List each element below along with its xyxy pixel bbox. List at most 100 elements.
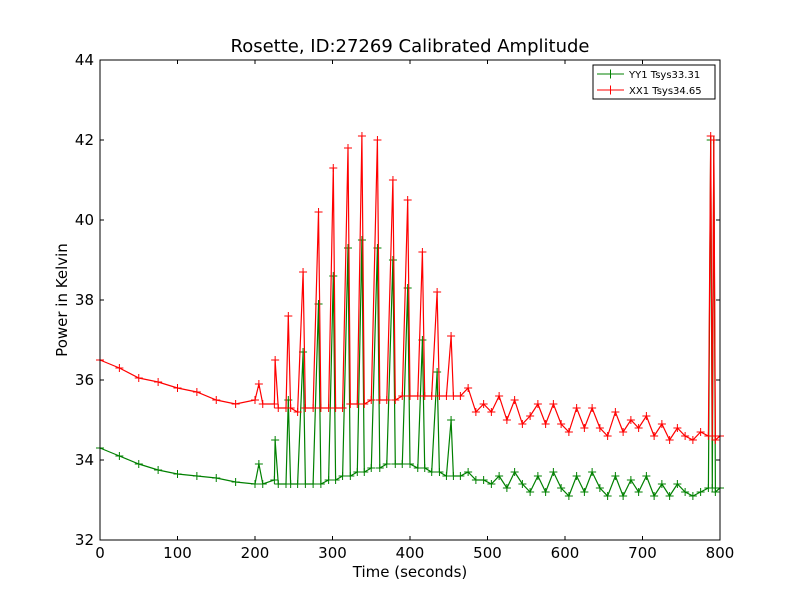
y-tick-label: 40 (75, 211, 94, 229)
data-point (526, 488, 535, 496)
data-point (309, 404, 318, 412)
x-axis-label: Time (seconds) (352, 563, 468, 581)
data-point (595, 424, 604, 432)
data-point (711, 436, 720, 444)
data-point (487, 408, 496, 416)
data-point (324, 404, 333, 412)
x-tick-label: 600 (551, 544, 580, 562)
data-point (688, 436, 697, 444)
data-point (420, 464, 429, 472)
data-point (634, 488, 643, 496)
data-point (449, 392, 458, 400)
data-point (367, 396, 376, 404)
data-point (456, 472, 465, 480)
y-tick-label: 36 (75, 371, 94, 389)
data-point (541, 420, 550, 428)
data-point (309, 480, 318, 488)
data-point (115, 452, 124, 460)
data-point (502, 416, 511, 424)
data-point (418, 248, 427, 256)
data-point (173, 470, 182, 478)
data-point (665, 492, 674, 500)
legend-marker-yy1 (606, 69, 615, 79)
data-point (406, 392, 414, 400)
data-point (254, 460, 263, 468)
legend-marker-xx1 (606, 85, 615, 95)
data-point (299, 268, 308, 276)
data-point (580, 488, 589, 496)
data-point (588, 404, 597, 412)
series-line (99, 139, 721, 498)
data-point (406, 460, 414, 468)
data-point (435, 468, 444, 476)
data-point (549, 400, 558, 408)
data-point (316, 404, 325, 412)
data-point (533, 400, 542, 408)
data-point (382, 460, 391, 468)
data-point (154, 378, 163, 386)
data-point (338, 472, 347, 480)
data-point (495, 472, 504, 480)
legend-label-yy1: YY1 Tsys33.31 (628, 70, 700, 81)
data-point (382, 396, 391, 404)
data-point (495, 392, 504, 400)
data-point (464, 468, 473, 476)
data-point (344, 144, 352, 152)
data-point (634, 424, 643, 432)
data-point (301, 480, 310, 488)
data-point (398, 392, 407, 400)
data-point (688, 492, 697, 500)
data-point (626, 476, 635, 484)
data-point (526, 412, 535, 420)
data-point (329, 164, 338, 172)
data-point (192, 388, 201, 396)
data-point (580, 424, 589, 432)
data-point (696, 428, 705, 436)
data-point (293, 480, 302, 488)
y-tick-label: 42 (75, 131, 94, 149)
data-point (572, 404, 581, 412)
data-point (479, 476, 488, 484)
data-point (270, 400, 279, 408)
data-point (442, 392, 451, 400)
data-point (420, 392, 429, 400)
data-point (611, 472, 620, 480)
chart-title: Rosette, ID:27269 Calibrated Amplitude (231, 36, 590, 57)
data-point (413, 392, 422, 400)
x-tick-label: 0 (95, 544, 105, 562)
data-point (391, 396, 400, 404)
data-point (442, 472, 451, 480)
data-point (316, 480, 325, 488)
data-point (258, 480, 267, 488)
data-point (293, 408, 302, 416)
y-tick-label: 44 (75, 51, 94, 69)
data-point (251, 396, 259, 404)
data-point (251, 480, 259, 488)
data-point (657, 420, 666, 428)
data-point (360, 468, 369, 476)
data-point (353, 468, 362, 476)
data-point (173, 384, 182, 392)
data-point (619, 492, 628, 500)
data-point (435, 392, 444, 400)
data-point (471, 408, 480, 416)
data-point (301, 404, 310, 412)
data-point (518, 420, 527, 428)
data-point (603, 492, 612, 500)
data-point (557, 420, 566, 428)
data-point (286, 404, 295, 412)
data-point (331, 404, 340, 412)
data-point (433, 288, 442, 296)
data-point (357, 132, 366, 140)
data-point (324, 476, 333, 484)
data-point (588, 468, 597, 476)
data-point (533, 472, 542, 480)
data-point (271, 356, 280, 364)
data-point (271, 436, 280, 444)
data-point (375, 464, 384, 472)
x-tick-label: 400 (396, 544, 425, 562)
data-point (433, 368, 442, 376)
data-point (360, 400, 369, 408)
data-point (449, 472, 458, 480)
data-point (346, 400, 355, 408)
